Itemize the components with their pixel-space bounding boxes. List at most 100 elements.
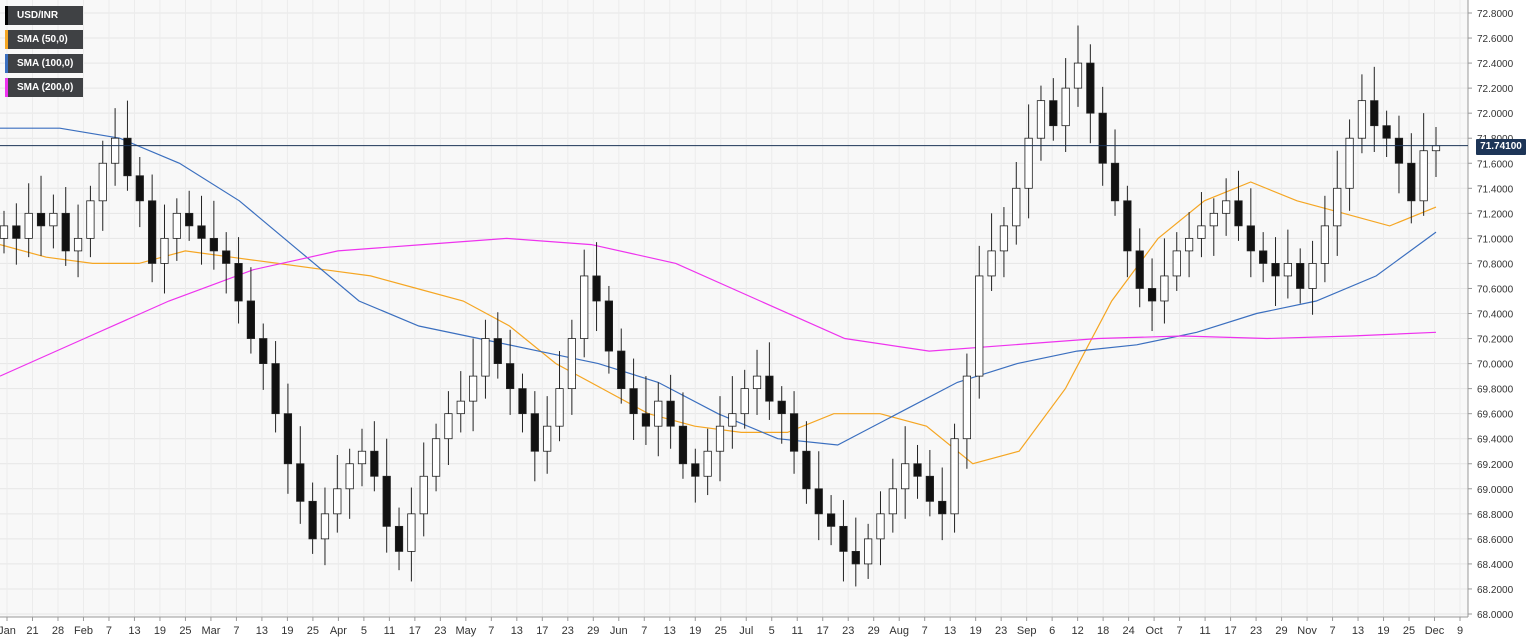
y-tick-label: 71.4000 — [1477, 184, 1514, 195]
x-tick-label: 23 — [995, 625, 1007, 637]
x-tick-label: Dec — [1425, 625, 1445, 637]
candle-body — [715, 425, 725, 452]
candle-body — [111, 137, 120, 164]
y-tick-label: 72.0000 — [1477, 109, 1514, 120]
candle-body — [1222, 200, 1231, 214]
candle-body — [777, 400, 786, 415]
legend-sma200[interactable]: SMA (200,0) — [5, 78, 83, 97]
candle-body — [752, 375, 762, 390]
x-tick-label: 5 — [769, 625, 775, 637]
candle-body — [1049, 100, 1058, 127]
candle-body — [1209, 212, 1218, 227]
x-tick-label: 21 — [26, 625, 38, 637]
candle-body — [1271, 263, 1280, 277]
candle-body — [888, 488, 897, 515]
x-tick-label: 7 — [1177, 625, 1183, 637]
x-tick-label: 23 — [562, 625, 574, 637]
candle-body — [987, 250, 996, 277]
x-tick-label: Jul — [739, 625, 753, 637]
legend-sma50[interactable]: SMA (50,0) — [5, 30, 83, 49]
candle-body — [839, 525, 848, 552]
x-tick-label: Mar — [201, 625, 220, 637]
candle-body — [975, 275, 984, 377]
x-tick-label: 13 — [664, 625, 676, 637]
x-tick-label: 19 — [281, 625, 293, 637]
legend-usdinr[interactable]: USD/INR — [5, 6, 83, 25]
x-tick-label: Oct — [1146, 625, 1163, 637]
candle-body — [407, 513, 416, 552]
candle-body — [222, 250, 231, 264]
candle-body — [666, 400, 675, 427]
legend-label: SMA (50,0) — [17, 34, 68, 45]
candle-body — [135, 175, 144, 202]
x-tick-label: 11 — [384, 625, 395, 637]
candle-body — [1320, 225, 1330, 264]
y-tick-label: 68.6000 — [1477, 535, 1514, 546]
candle-body — [61, 212, 70, 252]
candle-body — [1012, 187, 1021, 227]
y-tick-label: 71.6000 — [1477, 159, 1514, 170]
candle-body — [86, 200, 95, 239]
legend-label: SMA (200,0) — [17, 82, 74, 93]
x-tick-label: 13 — [128, 625, 140, 637]
candle-body — [1259, 250, 1268, 264]
x-tick-label: 7 — [233, 625, 239, 637]
candle-body — [345, 463, 354, 490]
x-tick-label: 7 — [641, 625, 647, 637]
x-tick-label: Nov — [1297, 625, 1317, 637]
candle-body — [1431, 145, 1441, 152]
candle-body — [444, 413, 453, 440]
candle-body — [259, 338, 268, 364]
y-tick-label: 71.0000 — [1477, 234, 1514, 245]
x-tick-label: 11 — [1199, 625, 1210, 637]
x-tick-label: Apr — [330, 625, 347, 637]
candle-body — [394, 525, 404, 552]
y-tick-label: 70.4000 — [1477, 310, 1514, 321]
x-tick-label: 5 — [361, 625, 367, 637]
candle-body — [1086, 62, 1095, 114]
candle-body — [851, 550, 860, 565]
x-tick-label: 19 — [970, 625, 982, 637]
x-tick-label: 28 — [52, 625, 64, 637]
candle-body — [641, 413, 651, 427]
x-tick-label: 25 — [715, 625, 727, 637]
candle-body — [691, 463, 700, 477]
candle-body — [543, 425, 552, 452]
x-tick-label: Aug — [889, 625, 909, 637]
x-tick-label: 25 — [307, 625, 319, 637]
y-tick-label: 70.0000 — [1477, 360, 1514, 371]
candle-body — [370, 450, 379, 477]
candle-body — [246, 300, 255, 339]
candle-body — [1123, 200, 1132, 252]
x-tick-label: 6 — [1049, 625, 1055, 637]
x-tick-label: 17 — [1224, 625, 1236, 637]
candle-body — [1147, 288, 1157, 302]
y-tick-label: 69.4000 — [1477, 435, 1514, 446]
candle-body — [604, 300, 614, 352]
candle-body — [1370, 100, 1379, 127]
x-tick-label: 19 — [1377, 625, 1389, 637]
candle-body — [950, 438, 959, 515]
x-tick-label: 29 — [868, 625, 880, 637]
plot-background — [0, 0, 1468, 617]
legend-sma100[interactable]: SMA (100,0) — [5, 54, 83, 73]
candle-body — [481, 338, 490, 377]
candle-body — [333, 488, 342, 515]
candle-body — [1024, 137, 1033, 189]
x-tick-label: 23 — [434, 625, 446, 637]
candle-body — [1036, 100, 1046, 139]
candle-body — [493, 338, 502, 364]
candle-body — [567, 338, 576, 390]
legend-label: SMA (100,0) — [17, 58, 74, 69]
candle-body — [172, 212, 181, 239]
candle-body — [938, 500, 947, 515]
y-tick-label: 69.8000 — [1477, 385, 1514, 396]
x-tick-label: May — [455, 625, 476, 637]
candle-body — [765, 375, 774, 402]
x-tick-label: Jan — [0, 625, 16, 637]
candle-body — [925, 475, 934, 502]
candle-body — [160, 237, 169, 264]
y-tick-label: 72.4000 — [1477, 59, 1514, 70]
y-tick-label: 72.6000 — [1477, 34, 1514, 45]
